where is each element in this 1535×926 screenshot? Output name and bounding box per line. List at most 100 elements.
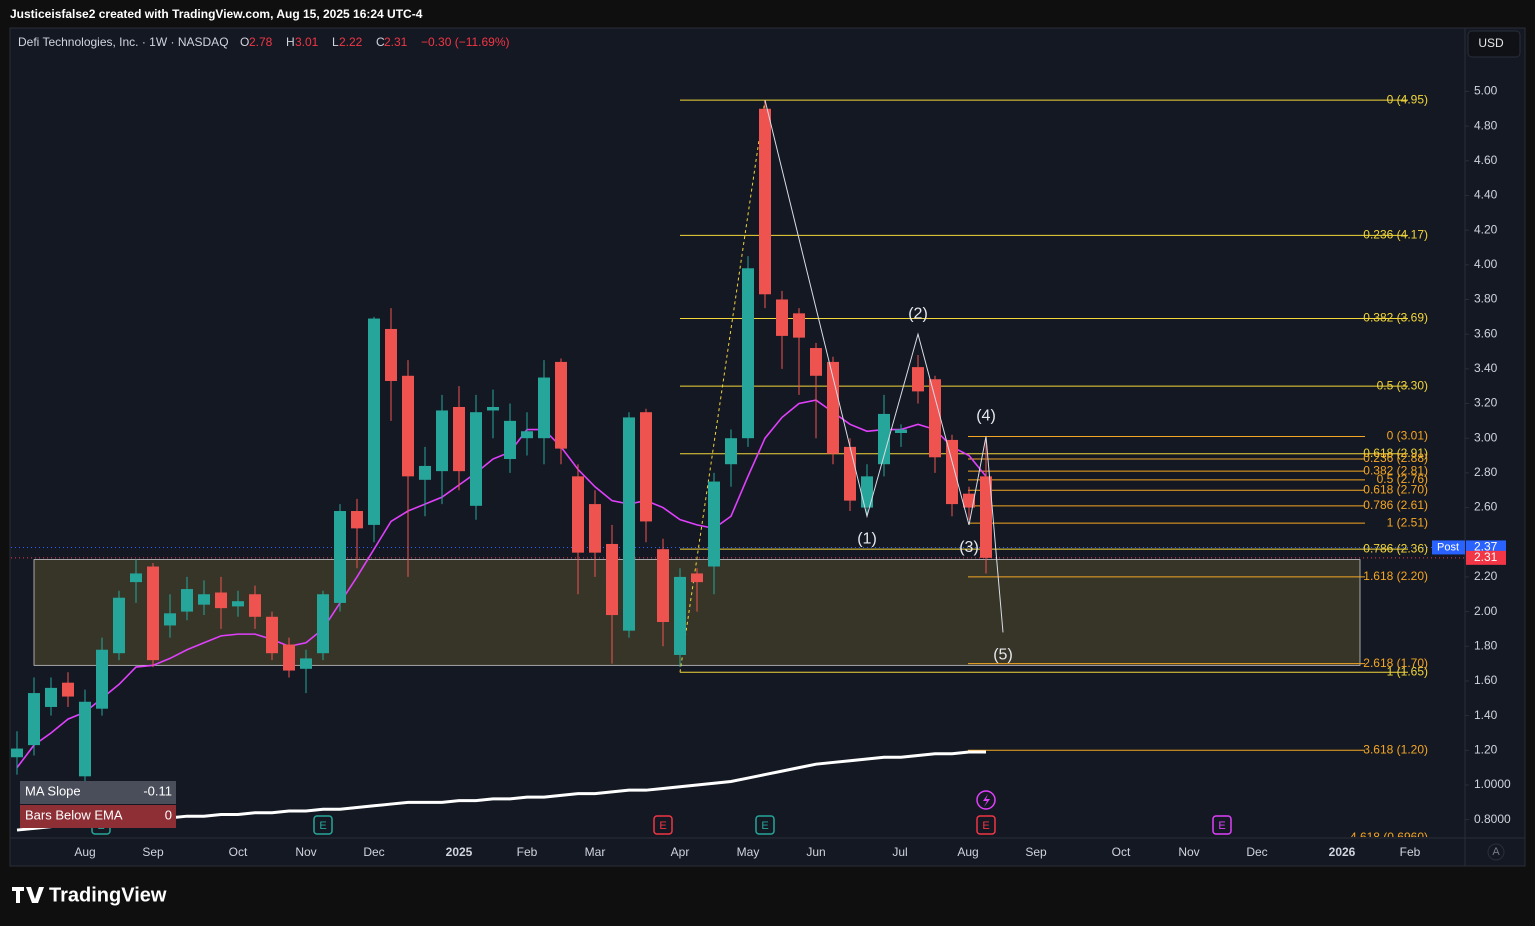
y-tick-label: 1.40 <box>1474 708 1498 722</box>
x-tick-label: Oct <box>1112 845 1131 859</box>
candle-body <box>198 594 210 605</box>
plot: 0 (4.95) 0.236 (4.17) 0.382 (3.69) 0.5 (3.3… <box>11 92 1465 837</box>
fib-label: 0.236 (4.17) <box>1363 228 1428 242</box>
price-label-box <box>1466 550 1506 565</box>
candle-body <box>402 375 414 477</box>
x-tick-label: Nov <box>295 845 316 859</box>
event-marker <box>653 815 673 835</box>
candle-body <box>436 410 448 472</box>
candle-body <box>300 658 312 669</box>
fib-label: 0.5 (2.76) <box>1377 472 1428 486</box>
ohlc-legend: −0.30 (−11.69%) <box>421 35 510 49</box>
event-label: E <box>1218 820 1225 832</box>
ohlc-legend: H <box>286 35 295 49</box>
candle-body <box>844 446 856 501</box>
fib-label: 0.786 (2.36) <box>1363 541 1428 555</box>
x-tick-label: Dec <box>363 845 384 859</box>
y-tick-label: 3.40 <box>1474 361 1498 375</box>
price-tag-box <box>1432 540 1465 555</box>
candle-body <box>606 543 618 616</box>
candle-body <box>555 361 567 449</box>
event-label: E <box>982 820 989 832</box>
y-tick-label: 4.60 <box>1474 153 1498 167</box>
table-row <box>20 781 176 804</box>
candle-body <box>351 511 363 529</box>
axis-mode-button[interactable] <box>1487 843 1505 861</box>
ma-line <box>16 750 986 832</box>
candle-body <box>96 649 108 709</box>
candle-body <box>963 493 975 508</box>
wave-label: (3) <box>959 539 979 556</box>
x-tick-label: Oct <box>229 845 248 859</box>
candle-body <box>283 644 295 671</box>
y-tick-label: 1.60 <box>1474 673 1498 687</box>
y-tick-label: 2.80 <box>1474 465 1498 479</box>
wave-label: (4) <box>976 408 996 425</box>
x-tick-label: 2025 <box>446 845 473 859</box>
y-tick-label: 3.80 <box>1474 292 1498 306</box>
x-tick-label: Aug <box>74 845 95 859</box>
brand: TradingView <box>49 884 167 906</box>
table-row <box>20 805 176 828</box>
table-name: Bars Below EMA <box>25 807 123 822</box>
table-name: MA Slope <box>25 783 81 798</box>
candle-body <box>317 594 329 654</box>
candle-body <box>657 549 669 622</box>
y-tick-label: 4.20 <box>1474 222 1498 236</box>
candle-body <box>266 616 278 654</box>
ohlc-legend: O <box>240 35 249 49</box>
candle-body <box>113 597 125 654</box>
candle-body <box>776 299 788 336</box>
axis-mode[interactable]: A <box>1492 846 1500 858</box>
ohlc-legend: 2.22 <box>339 35 363 49</box>
x-tick-label: Feb <box>1400 845 1421 859</box>
candle-body <box>725 438 737 465</box>
currency[interactable]: USD <box>1478 36 1504 50</box>
candle-body <box>589 504 601 553</box>
candle-body <box>334 511 346 603</box>
wave-label: (2) <box>908 305 928 322</box>
wave-line <box>764 99 1004 633</box>
x-tick-label: Jul <box>892 845 907 859</box>
price-label: 2.31 <box>1474 550 1498 564</box>
fib-label: 0.618 (2.70) <box>1363 482 1428 496</box>
fib-label: 0.5 (3.30) <box>1377 378 1428 392</box>
brand-logo <box>12 887 44 903</box>
ohlc-legend: 2.31 <box>384 35 408 49</box>
y-tick-label: 3.60 <box>1474 326 1498 340</box>
candle-body <box>215 592 227 609</box>
wave-label: (5) <box>993 647 1013 664</box>
fib-label: 0.786 (2.61) <box>1363 498 1428 512</box>
x-tick-label: Jun <box>806 845 825 859</box>
currency-button[interactable] <box>1467 30 1521 58</box>
fib-label: 0.382 (3.69) <box>1363 311 1428 325</box>
candle-body <box>470 412 482 506</box>
candle-body <box>28 693 40 746</box>
dividend-bolt <box>983 794 990 807</box>
ohlc-legend: 3.01 <box>295 35 319 49</box>
candle-body <box>980 476 992 558</box>
event-marker <box>313 815 333 835</box>
event-label: E <box>319 820 326 832</box>
fib-label: 0.236 (2.88) <box>1363 451 1428 465</box>
y-tick-label: 1.80 <box>1474 638 1498 652</box>
candle-body <box>793 313 805 338</box>
candle-body <box>742 268 754 439</box>
table-value: 0 <box>165 807 172 822</box>
candle-body <box>419 465 431 480</box>
y-tick-label: 2.60 <box>1474 500 1498 514</box>
candle-body <box>538 377 550 439</box>
y-tick-label: 1.0000 <box>1474 777 1511 791</box>
fib-label: 1.618 (2.20) <box>1363 569 1428 583</box>
candle-body <box>11 748 23 758</box>
wave-label: (1) <box>857 530 877 547</box>
candle-body <box>861 476 873 508</box>
candle-body <box>487 406 499 411</box>
y-tick-label: 5.00 <box>1474 84 1498 98</box>
y-tick-label: 0.8000 <box>1474 812 1511 826</box>
candle-body <box>759 108 771 295</box>
candle-body <box>691 573 703 583</box>
candle-body <box>232 601 244 607</box>
candle-body <box>453 406 465 472</box>
